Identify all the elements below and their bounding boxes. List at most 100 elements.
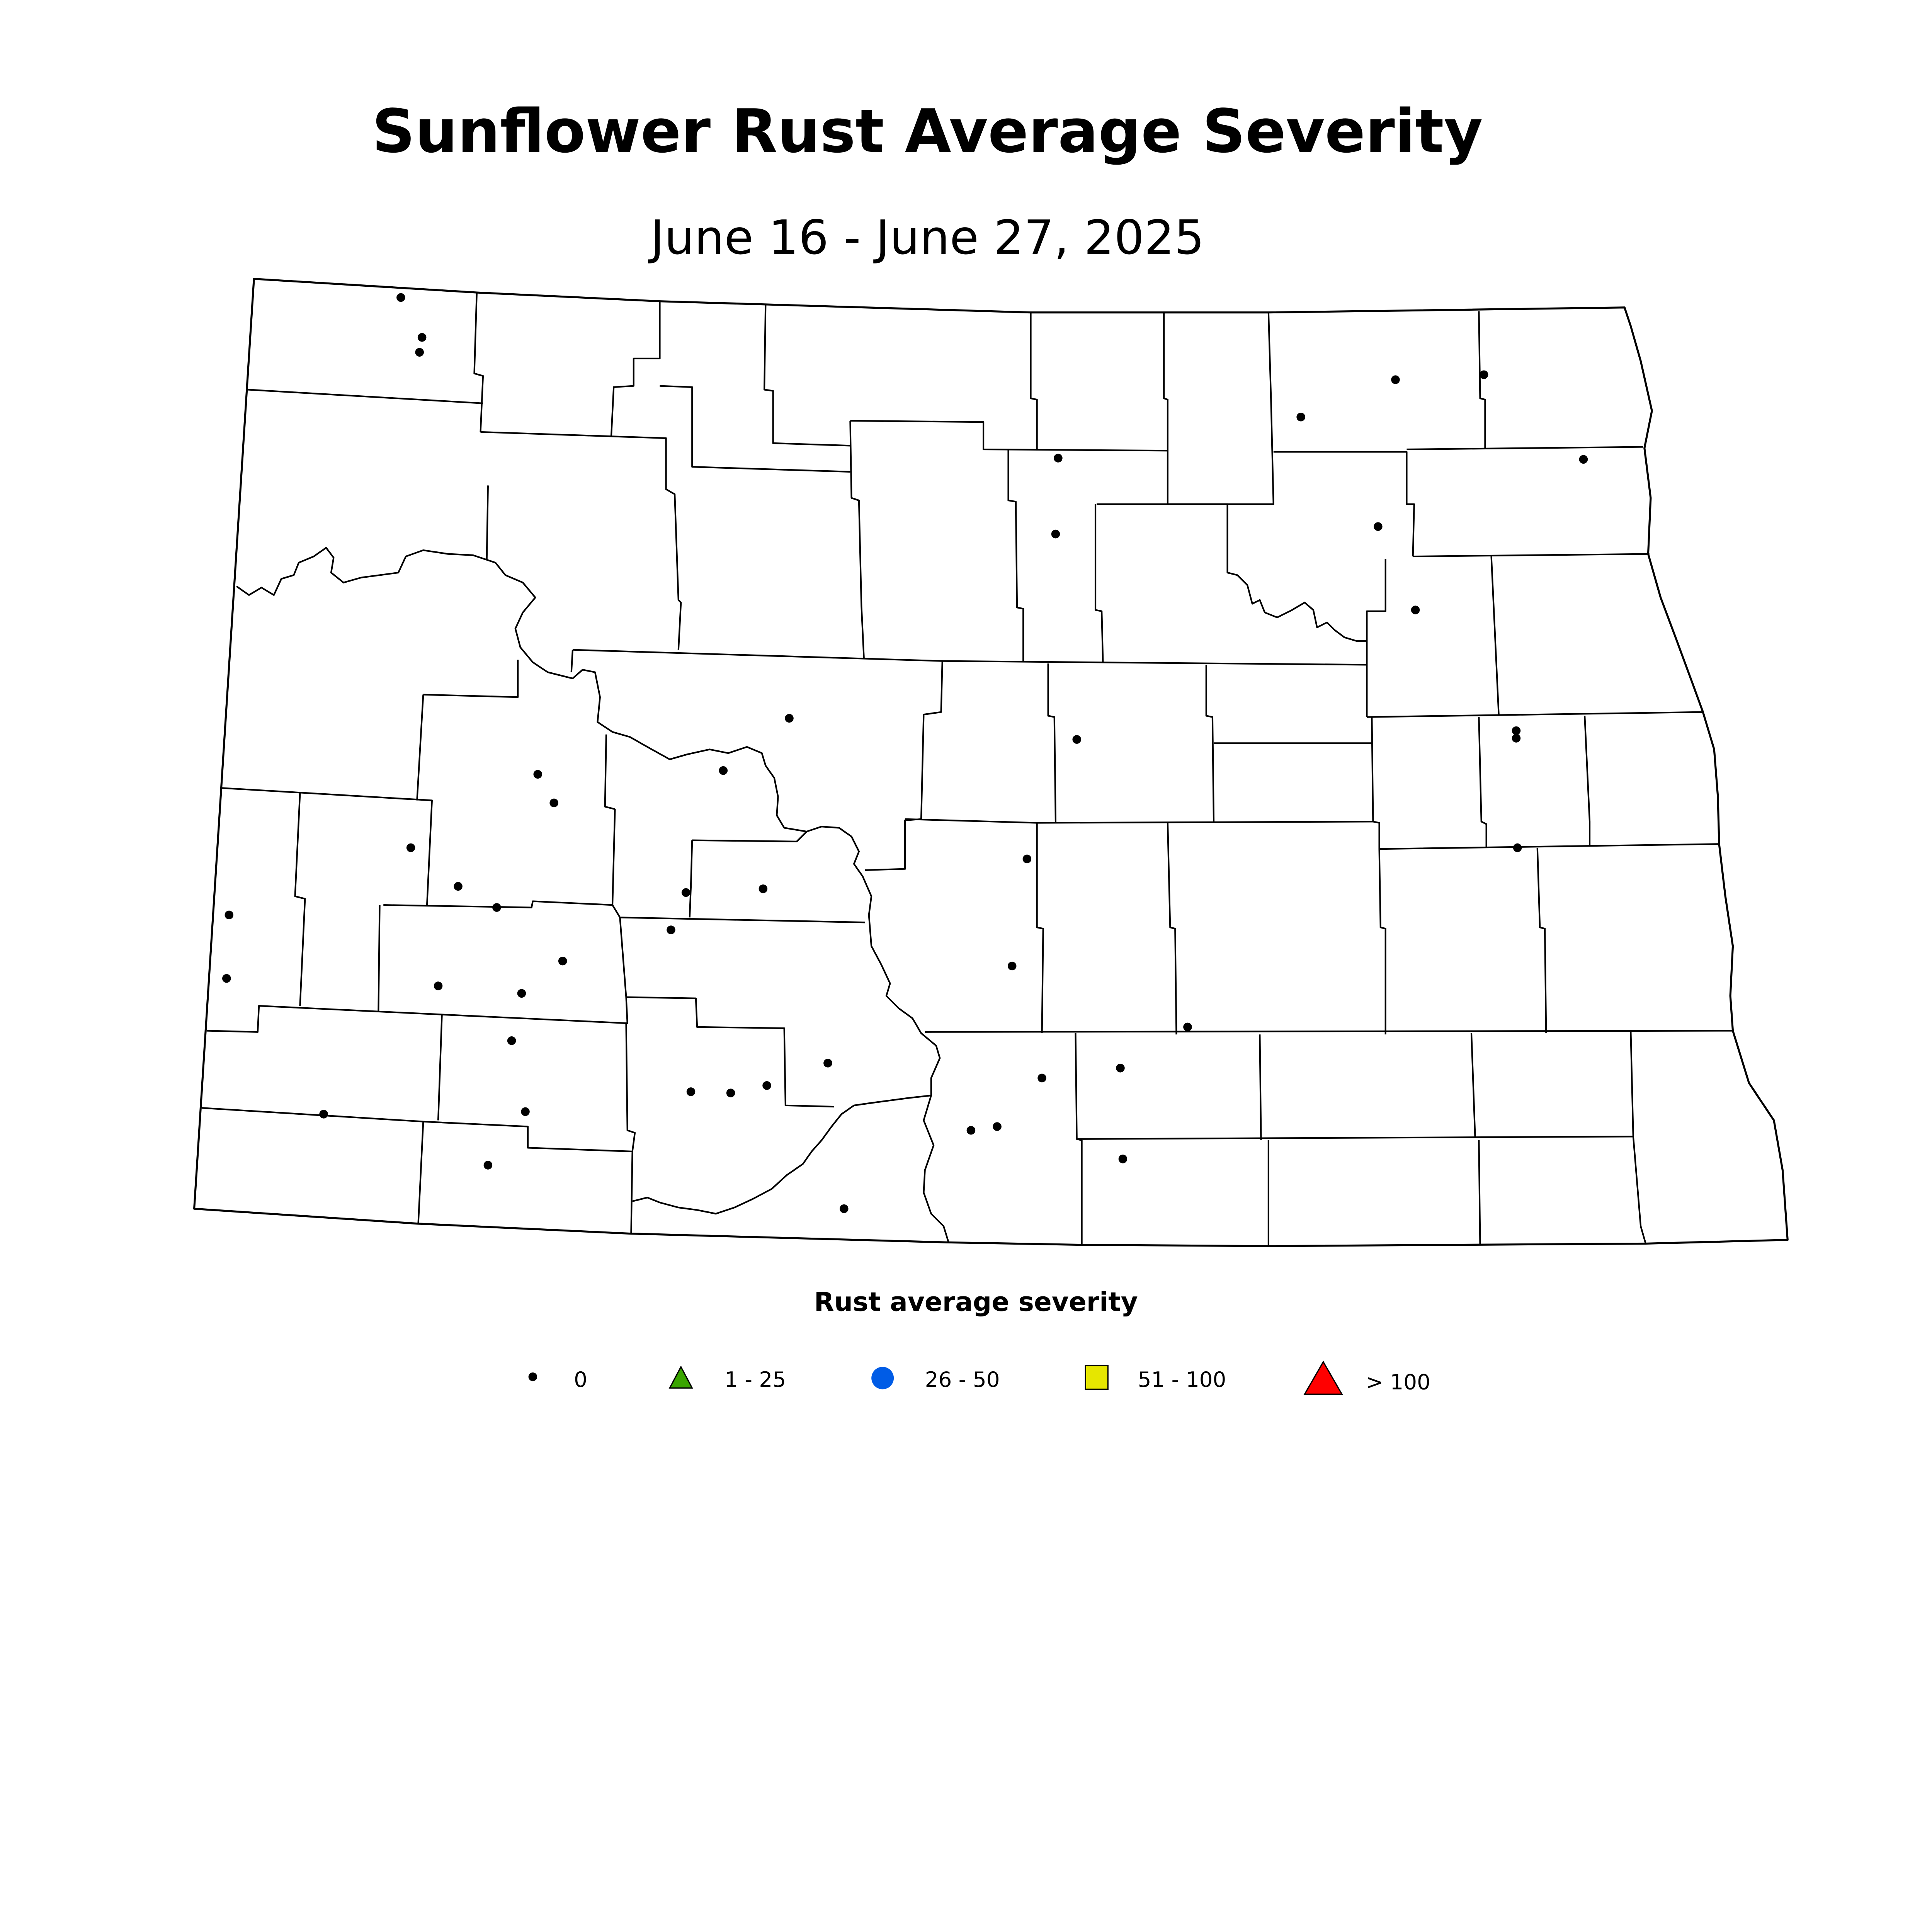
observation-point-severity-0 [1116, 1063, 1125, 1073]
observation-point-severity-0 [1054, 454, 1063, 463]
observation-point-severity-0 [507, 1036, 516, 1045]
county-boundary [1030, 312, 1038, 450]
observation-point-severity-0 [1479, 370, 1488, 379]
observation-point-severity-0 [224, 910, 234, 920]
county-boundary [201, 1107, 633, 1234]
legend-symbol-over-100 [1303, 1361, 1343, 1395]
observation-point-severity-0 [521, 1107, 530, 1116]
county-boundary [1259, 1034, 1262, 1141]
county-boundary [1584, 716, 1591, 845]
county-boundary [1478, 311, 1486, 450]
county-boundary [619, 917, 627, 997]
observation-point-severity-0 [1183, 1022, 1192, 1032]
observation-point-severity-0 [726, 1088, 735, 1097]
observation-point-severity-0 [492, 903, 501, 912]
observation-point-severity-0 [667, 925, 675, 934]
observation-point-severity-0 [222, 974, 231, 983]
county-boundary [689, 840, 693, 918]
observation-point-severity-0 [762, 1081, 771, 1090]
observation-point-severity-0 [434, 981, 443, 990]
observation-point-severity-0 [454, 882, 463, 891]
county-boundary [1630, 1032, 1647, 1244]
observation-point-severity-0 [686, 1087, 696, 1096]
legend-title: Rust average severity [814, 1286, 1138, 1317]
county-boundary [850, 420, 1168, 452]
legend-label-26-50: 26 - 50 [925, 1367, 1000, 1392]
observation-point-severity-0 [966, 1126, 976, 1135]
severity-map: Sunflower Rust Average Severity June 16 … [193, 97, 1789, 1395]
county-boundary [1007, 449, 1024, 661]
county-boundary [1371, 717, 1719, 850]
county-boundary [610, 301, 661, 437]
river-boundary [236, 547, 949, 1243]
observation-point-severity-0 [483, 1161, 493, 1170]
county-boundary [604, 734, 616, 810]
county-boundary [486, 485, 489, 560]
county-boundary [1478, 717, 1487, 848]
county-boundary [1536, 847, 1547, 1033]
river-boundary [1227, 571, 1367, 642]
observation-point-severity-0 [1374, 522, 1383, 531]
county-boundary [417, 1121, 424, 1224]
observation-point-severity-0 [1296, 412, 1305, 422]
observation-point-severity-0 [681, 888, 690, 897]
observation-point-severity-0 [1512, 734, 1521, 743]
observation-point-severity-0 [517, 989, 526, 998]
county-boundary [1273, 451, 1415, 557]
county-boundaries [201, 293, 1733, 1246]
legend-label-over-100: > 100 [1366, 1369, 1430, 1394]
county-boundary [570, 650, 574, 672]
county-boundary [1167, 823, 1177, 1035]
legend-label-51-100: 51 - 100 [1138, 1367, 1226, 1392]
county-boundary [423, 660, 519, 698]
county-boundary [383, 900, 866, 923]
observation-point-severity-0 [558, 956, 567, 966]
observation-point-severity-0 [417, 333, 427, 342]
county-boundary [378, 905, 381, 1011]
observation-point-severity-0 [1391, 375, 1400, 384]
observation-point-severity-0 [1512, 726, 1521, 735]
legend-symbol-0 [528, 1372, 537, 1381]
observation-point-severity-0 [415, 348, 424, 357]
observation-point-severity-0 [785, 714, 794, 723]
county-boundary [1367, 711, 1702, 718]
county-boundary [1490, 556, 1500, 716]
county-boundary [1097, 503, 1228, 573]
county-boundary [1077, 1136, 1633, 1140]
map-subtitle: June 16 - June 27, 2025 [648, 210, 1204, 265]
observation-point-severity-0 [533, 770, 543, 779]
county-boundary [925, 1030, 1733, 1033]
observation-point-severity-0 [1022, 854, 1032, 864]
observation-point-severity-0 [1411, 605, 1420, 614]
river-boundaries [236, 547, 1367, 1243]
county-boundary [1205, 665, 1215, 823]
county-boundary [473, 293, 484, 432]
county-boundary [1470, 1033, 1476, 1138]
observation-point-severity-0 [1579, 455, 1588, 464]
river-boundary [632, 1094, 932, 1215]
legend-symbol-51-100 [1085, 1365, 1109, 1390]
observation-point-severity-0 [823, 1059, 832, 1068]
north-dakota-map [193, 278, 1789, 1247]
observation-point-severity-0 [759, 884, 768, 893]
county-boundary [247, 389, 483, 404]
county-boundary [1406, 446, 1643, 451]
legend: 0 1 - 25 26 - 50 51 - 100 > 100 [528, 1361, 1430, 1395]
observation-points [222, 293, 1588, 1213]
legend-symbol-1-25 [668, 1365, 693, 1389]
county-boundary [764, 305, 850, 447]
observation-point-severity-0 [1118, 1155, 1128, 1163]
observation-point-severity-0 [1051, 529, 1060, 539]
county-boundary [849, 420, 865, 659]
observation-point-severity-0 [1513, 843, 1522, 852]
county-boundary [1047, 663, 1057, 823]
county-boundary [1036, 823, 1044, 1033]
county-boundary [1413, 553, 1650, 558]
legend-label-1-25: 1 - 25 [724, 1367, 786, 1392]
county-boundary [480, 431, 682, 650]
observation-point-severity-0 [406, 843, 415, 852]
observation-point-severity-0 [549, 798, 558, 808]
observation-point-severity-0 [1072, 735, 1082, 744]
county-boundary [692, 831, 808, 842]
county-boundary [1094, 504, 1104, 662]
